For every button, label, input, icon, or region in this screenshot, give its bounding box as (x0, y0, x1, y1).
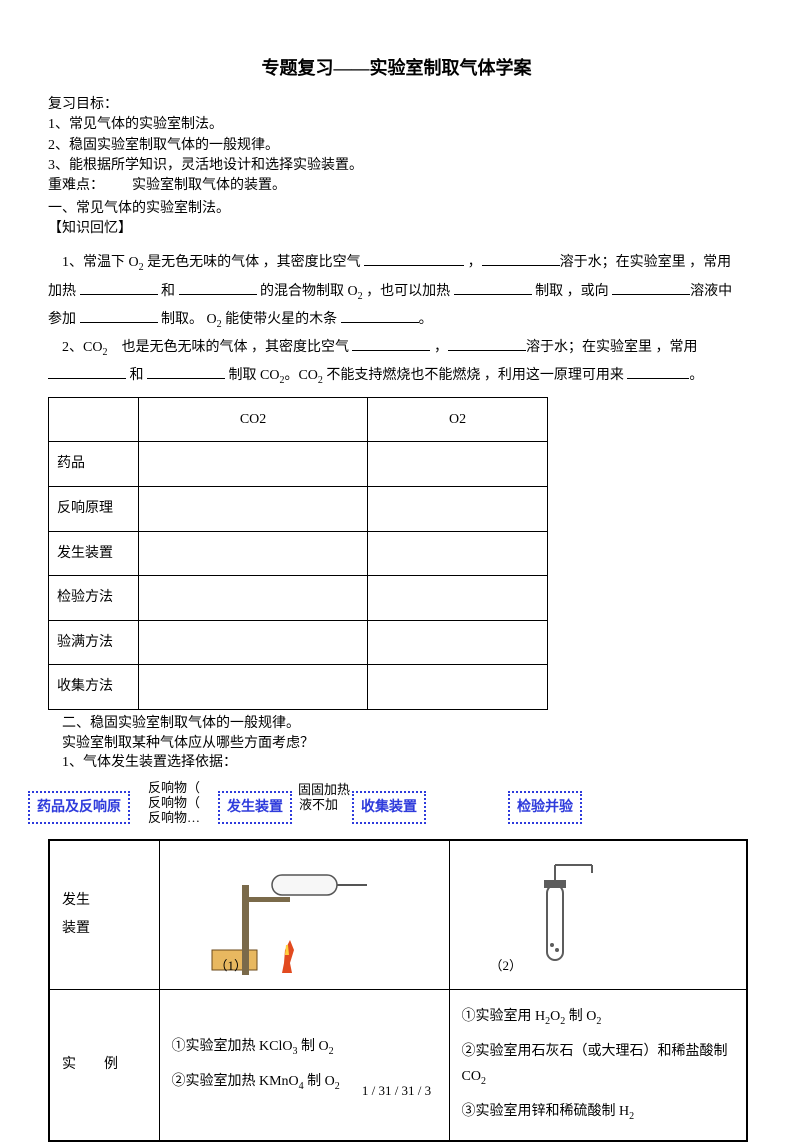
document-title: 专题复习——实验室制取气体学案 (48, 56, 745, 81)
goal-header: 复习目标： (48, 95, 745, 115)
memory-heading: 【知识回忆】 (48, 219, 745, 239)
blank (482, 252, 560, 266)
heating-apparatus-icon (172, 855, 372, 975)
goal-1: 1、常见气体的实验室制法。 (48, 115, 745, 135)
row-label: 药品 (49, 442, 139, 487)
flow-box-verify: 检验并验 (508, 791, 582, 825)
table-cell (368, 620, 548, 665)
table-header-o2: O2 (368, 397, 548, 442)
table-header-co2: CO2 (139, 397, 368, 442)
blank (612, 281, 690, 295)
blank (448, 337, 526, 351)
section-2-block: 二、稳固实验室制取气体的一般规律。 实验室制取某种气体应从哪些方面考虑？ 1、气… (48, 714, 745, 773)
section-2-heading: 二、稳固实验室制取气体的一般规律。 (48, 714, 745, 734)
goal-2: 2、稳固实验室制取气体的一般规律。 (48, 136, 745, 156)
table-cell (368, 486, 548, 531)
flow-box-generator: 发生装置 (218, 791, 292, 825)
blank (627, 365, 689, 379)
device-1-cell: （1） (159, 840, 449, 990)
flow-diagram: 药品及反响原 反响物（ 反响物（ 反响物… 发生装置 固固加热 液不加 收集装置… (48, 779, 745, 833)
flow-label: 固固加热 (298, 783, 350, 798)
q2-text: 2、CO (48, 340, 102, 355)
device-2-cell: （2） (449, 840, 747, 990)
flow-box-drugs: 药品及反响原 (28, 791, 130, 825)
flow-label: 反响物（ (148, 796, 200, 811)
table-cell (368, 576, 548, 621)
blank (352, 337, 430, 351)
table-cell (139, 531, 368, 576)
flow-label: 反响物… (148, 811, 200, 826)
blank (364, 252, 464, 266)
flow-box-collect: 收集装置 (352, 791, 426, 825)
section-2-sub: 实验室制取某种气体应从哪些方面考虑？ (48, 734, 745, 754)
table-cell (368, 442, 548, 487)
table-cell (368, 665, 548, 710)
section-1-heading: 一、常见气体的实验室制法。 (48, 199, 745, 219)
blank (48, 365, 126, 379)
device-1-number: （1） (215, 954, 248, 977)
section-2-basis: 1、气体发生装置选择依据： (48, 753, 745, 773)
example-right-cell: ①实验室用 H2O2 制 O2 ②实验室用石灰石（或大理石）和稀盐酸制 CO2 … (449, 990, 747, 1141)
row-label: 检验方法 (49, 576, 139, 621)
blank (341, 309, 419, 323)
row-label: 验满方法 (49, 620, 139, 665)
blank (80, 309, 158, 323)
row-label: 反响原理 (49, 486, 139, 531)
blank (179, 281, 257, 295)
table-cell (139, 442, 368, 487)
table-cell (139, 486, 368, 531)
page-number: 1 / 31 / 31 / 3 (0, 1082, 793, 1100)
q1-text: 1、常温下 O (48, 255, 139, 270)
goal-3: 3、能根据所学知识，灵活地设计和选择实验装置。 (48, 156, 745, 176)
table-cell (139, 620, 368, 665)
example-left-cell: ①实验室加热 KClO3 制 O2 ②实验室加热 KMnO4 制 O2 (159, 990, 449, 1141)
difficulty: 重难点： 实验室制取气体的装置。 (48, 176, 745, 196)
flow-label: 反响物（ (148, 781, 200, 796)
row-label: 收集方法 (49, 665, 139, 710)
table-cell (139, 665, 368, 710)
blank (147, 365, 225, 379)
flow-label: 液不加 (299, 798, 338, 813)
example-row-label: 实 例 (49, 990, 159, 1141)
blank (80, 281, 158, 295)
blank (454, 281, 532, 295)
table-cell (368, 531, 548, 576)
table-header-empty (49, 397, 139, 442)
row-label: 发生装置 (49, 531, 139, 576)
comparison-table: CO2 O2 药品 反响原理 发生装置 检验方法 验满方法 收集方法 (48, 397, 548, 710)
table-cell (139, 576, 368, 621)
apparatus-row-label: 发生 装置 (49, 840, 159, 990)
intro-block: 复习目标： 1、常见气体的实验室制法。 2、稳固实验室制取气体的一般规律。 3、… (48, 95, 745, 239)
device-2-number: （2） (490, 954, 523, 977)
fill-blank-paragraphs: 1、常温下 O2 是无色无味的气体 ，其密度比空气 ，溶于水；在实验室里 ，常用… (48, 249, 745, 390)
